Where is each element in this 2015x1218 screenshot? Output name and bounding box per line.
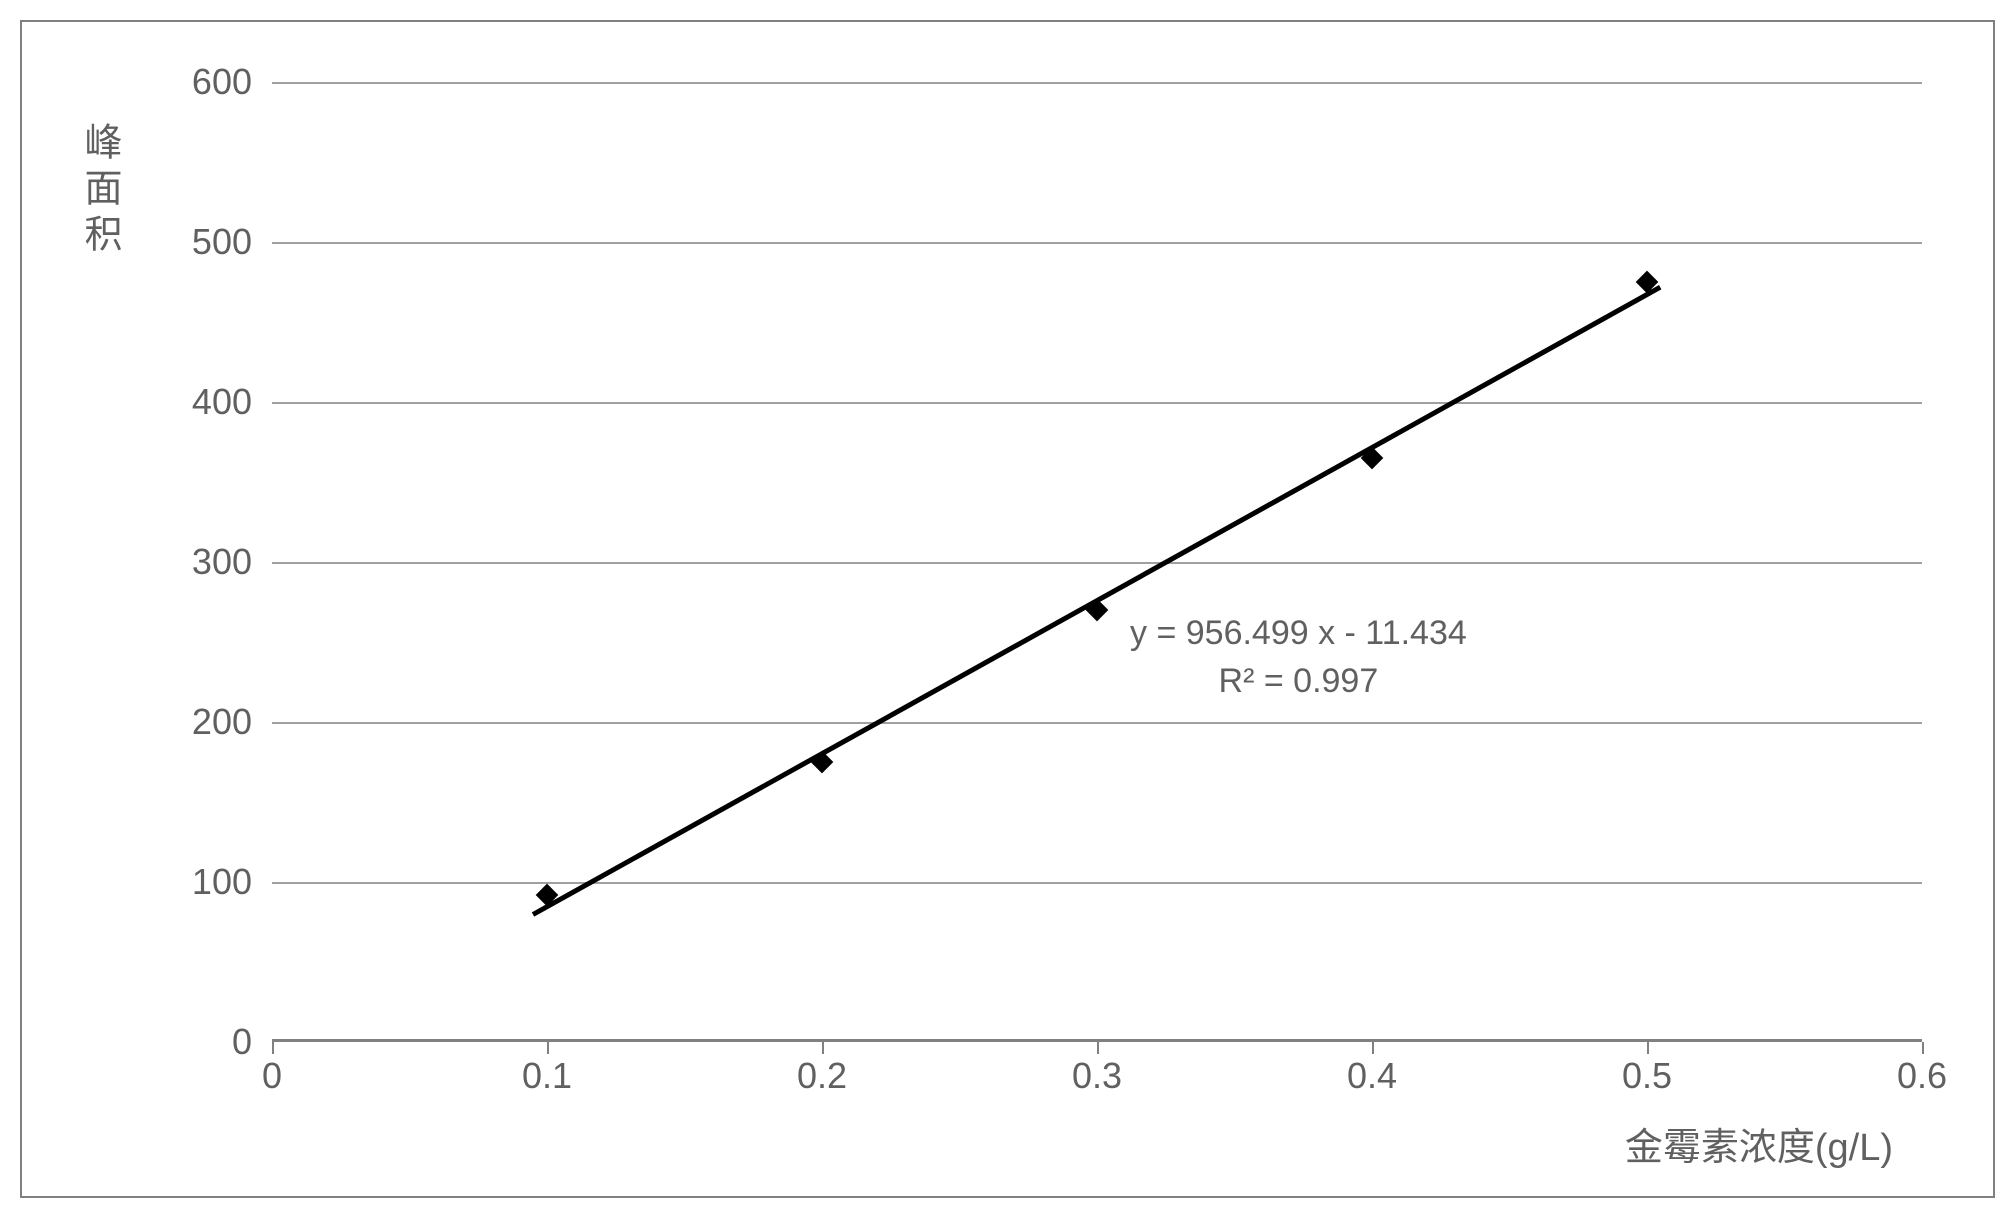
y-tick-label: 400 bbox=[172, 381, 252, 423]
y-tick-label: 100 bbox=[172, 861, 252, 903]
regression-equation: y = 956.499 x - 11.434 R² = 0.997 bbox=[1130, 610, 1467, 705]
plot-area: 010020030040050060000.10.20.30.40.50.6 bbox=[272, 82, 1922, 1042]
grid-line bbox=[272, 562, 1922, 564]
x-tick-label: 0.5 bbox=[1607, 1055, 1687, 1097]
y-tick-label: 600 bbox=[172, 61, 252, 103]
y-tick-label: 500 bbox=[172, 221, 252, 263]
grid-line bbox=[272, 82, 1922, 84]
x-tick-mark bbox=[1372, 1042, 1374, 1054]
grid-line bbox=[272, 882, 1922, 884]
x-tick-label: 0.1 bbox=[507, 1055, 587, 1097]
x-tick-label: 0.3 bbox=[1057, 1055, 1137, 1097]
x-tick-mark bbox=[1922, 1042, 1924, 1054]
grid-line bbox=[272, 722, 1922, 724]
y-tick-label: 300 bbox=[172, 541, 252, 583]
x-tick-label: 0.6 bbox=[1882, 1055, 1962, 1097]
y-axis-label: 峰面积 bbox=[72, 122, 127, 260]
y-tick-label: 200 bbox=[172, 701, 252, 743]
x-tick-mark bbox=[1647, 1042, 1649, 1054]
x-tick-label: 0.4 bbox=[1332, 1055, 1412, 1097]
x-tick-label: 0.2 bbox=[782, 1055, 862, 1097]
x-tick-label: 0 bbox=[232, 1055, 312, 1097]
x-tick-mark bbox=[822, 1042, 824, 1054]
grid-line bbox=[272, 402, 1922, 404]
x-tick-mark bbox=[547, 1042, 549, 1054]
equation-line-2: R² = 0.997 bbox=[1130, 658, 1467, 706]
x-tick-mark bbox=[1097, 1042, 1099, 1054]
x-tick-mark bbox=[272, 1042, 274, 1054]
x-axis-label: 金霉素浓度(g/L) bbox=[1625, 1116, 1893, 1171]
grid-line bbox=[272, 242, 1922, 244]
chart-container: 峰面积 金霉素浓度(g/L) 010020030040050060000.10.… bbox=[20, 20, 1995, 1198]
equation-line-1: y = 956.499 x - 11.434 bbox=[1130, 610, 1467, 658]
